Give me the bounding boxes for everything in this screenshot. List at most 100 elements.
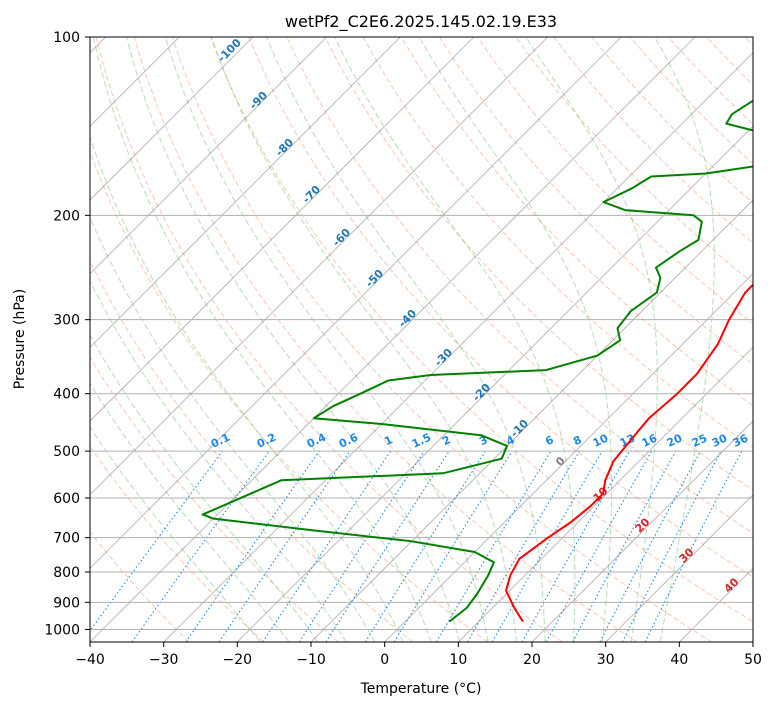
chart-title: wetPf2_C2E6.2025.145.02.19.E33 bbox=[285, 12, 557, 32]
y-tick-label: 200 bbox=[53, 208, 80, 224]
mixing-ratio-line bbox=[325, 450, 450, 642]
isotherm-label: -60 bbox=[330, 226, 353, 249]
dry-adiabat-line bbox=[400, 37, 753, 407]
dry-adiabat-line bbox=[210, 37, 753, 623]
x-tick-label: 30 bbox=[597, 652, 615, 668]
isotherm-label: -20 bbox=[470, 381, 493, 404]
mixing-ratio-line bbox=[90, 450, 223, 632]
isotherm-label: -80 bbox=[273, 136, 296, 159]
mixing-ratio-label: 2 bbox=[440, 433, 452, 448]
x-tick-label: 50 bbox=[744, 652, 762, 668]
moist-adiabat-line bbox=[654, 37, 715, 642]
x-tick-label: −40 bbox=[75, 652, 105, 668]
x-tick-label: 40 bbox=[670, 652, 688, 668]
dry-adiabat-line bbox=[438, 37, 753, 366]
isotherm-line bbox=[90, 37, 622, 569]
y-tick-label: 600 bbox=[53, 491, 80, 507]
dry-adiabat-line bbox=[248, 37, 753, 578]
dry-adiabats bbox=[90, 37, 753, 642]
dry-adiabat-line bbox=[477, 37, 753, 325]
isotherm-line bbox=[163, 52, 753, 642]
isotherm-line bbox=[679, 567, 753, 642]
mixing-ratio-line bbox=[262, 450, 392, 642]
moist-adiabat-line bbox=[90, 426, 261, 642]
mixing-ratio-line bbox=[185, 450, 320, 642]
moist-adiabat-line bbox=[92, 37, 432, 642]
y-tick-label: 100 bbox=[53, 30, 80, 46]
mixing-ratio-label: 0.6 bbox=[337, 431, 360, 451]
moist-adiabat-line bbox=[90, 334, 319, 642]
y-tick-label: 300 bbox=[53, 313, 80, 329]
isotherm-line bbox=[90, 37, 401, 348]
mixing-ratio-label: 1 bbox=[382, 433, 394, 448]
isotherm-line bbox=[531, 420, 753, 642]
dry-adiabat-line bbox=[324, 37, 753, 491]
dewpoint-profile bbox=[201, 99, 753, 623]
mixing-ratio-label: 36 bbox=[731, 431, 751, 449]
isotherm-label: -90 bbox=[247, 89, 270, 112]
isotherms bbox=[90, 37, 753, 642]
y-tick-label: 800 bbox=[53, 565, 80, 581]
moist-adiabat-line bbox=[418, 37, 613, 642]
isotherm-line bbox=[90, 37, 254, 201]
dry-adiabat-line bbox=[90, 259, 414, 642]
moist-adiabat-line bbox=[126, 37, 461, 642]
mixing-ratio-line bbox=[435, 450, 552, 642]
isotherm-line bbox=[90, 37, 475, 422]
mixing-ratio-label: 0.1 bbox=[209, 431, 232, 451]
isotherm-line bbox=[458, 346, 753, 642]
mixing-ratio-label: 0.4 bbox=[305, 431, 328, 451]
isotherm-label: -70 bbox=[300, 183, 323, 206]
x-tick-label: 0 bbox=[380, 652, 389, 668]
mixing-ratio-line bbox=[298, 450, 425, 642]
temperature-profile bbox=[505, 283, 753, 623]
isotherm-label: -40 bbox=[396, 307, 419, 330]
x-tick-label: −20 bbox=[223, 652, 253, 668]
plot-area: -100-90-80-70-60-50-40-30-20-10010203040… bbox=[90, 37, 753, 642]
sounding-profiles bbox=[201, 99, 753, 623]
moist-adiabat-line bbox=[90, 135, 404, 642]
mixing-ratio-label: 8 bbox=[571, 433, 583, 448]
moist-adiabat-line bbox=[210, 37, 517, 642]
x-tick-label: −10 bbox=[296, 652, 326, 668]
moist-adiabat-line bbox=[90, 215, 376, 642]
y-tick-label: 700 bbox=[53, 531, 80, 547]
mixing-ratio-line bbox=[218, 450, 351, 642]
mixing-ratio-line bbox=[131, 450, 270, 642]
dry-adiabat-line bbox=[90, 356, 339, 642]
isotherm-line bbox=[752, 641, 753, 642]
y-tick-label: 400 bbox=[53, 387, 80, 403]
isotherm-label: -50 bbox=[363, 267, 386, 290]
x-axis-label: Temperature (°C) bbox=[360, 681, 482, 697]
moist-adiabat-line bbox=[164, 37, 489, 642]
y-tick-label: 900 bbox=[53, 595, 80, 611]
dry-adiabat-line bbox=[171, 37, 712, 642]
mixing-ratio-label: 13 bbox=[618, 432, 637, 450]
mixing-ratio-line bbox=[545, 450, 653, 642]
moist-adiabat-line bbox=[525, 37, 658, 642]
isotherm-line bbox=[384, 273, 753, 642]
x-axis: −40 −30 −20 −10 0 10 20 30 40 50 bbox=[75, 642, 762, 668]
mixing-ratio-line bbox=[644, 450, 743, 642]
dry-adiabat-line bbox=[133, 37, 638, 642]
dry-adiabat-line bbox=[515, 37, 753, 284]
dry-adiabat-line bbox=[362, 37, 753, 449]
dry-adiabat-line bbox=[90, 150, 488, 642]
mixing-ratio-line bbox=[621, 450, 722, 642]
moist-adiabat-line bbox=[90, 382, 290, 642]
mixing-ratio-line bbox=[393, 450, 513, 642]
mixing-ratio-label: 6 bbox=[543, 433, 556, 448]
isotherm-label: -30 bbox=[432, 346, 455, 369]
isotherm-line bbox=[90, 37, 548, 496]
mixing-ratio-label: 25 bbox=[690, 432, 709, 450]
y-tick-label: 1000 bbox=[44, 622, 80, 638]
x-tick-label: 20 bbox=[523, 652, 541, 668]
y-axis: 100 200 300 400 500 600 700 800 900 1000 bbox=[44, 30, 90, 638]
isotherm-line bbox=[605, 494, 753, 642]
isotherm-line bbox=[237, 125, 753, 642]
x-tick-label: 10 bbox=[449, 652, 467, 668]
mixing-ratio-label: 20 bbox=[665, 431, 685, 449]
mixing-ratio-lines bbox=[90, 450, 743, 642]
moist-adiabat-line bbox=[334, 37, 576, 642]
